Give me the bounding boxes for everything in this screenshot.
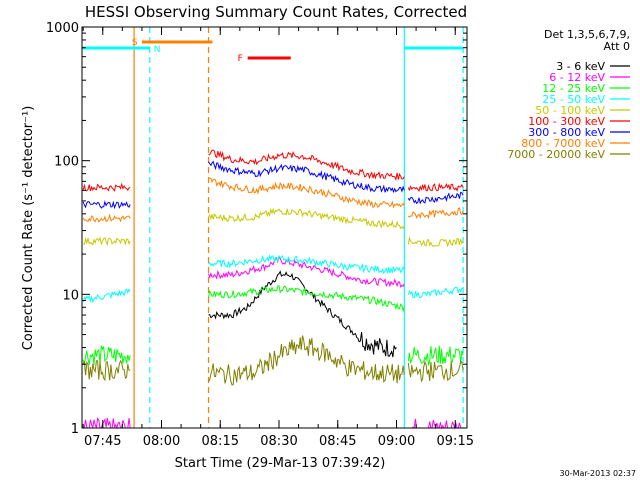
series-line-3-segment-1 — [208, 254, 405, 275]
y-tick-label-0: 1 — [71, 422, 79, 437]
series-line-7-segment-1 — [208, 177, 405, 209]
plot-frame — [81, 26, 468, 429]
series-line-4-segment-1 — [208, 207, 405, 230]
series-line-8-segment-0 — [82, 359, 131, 382]
legend-label-4: 50 - 100 keV — [535, 104, 605, 117]
x-tick-label-4: 08:45 — [319, 434, 356, 449]
marker-label-f: F — [238, 54, 243, 64]
y-tick-label-2: 100 — [54, 155, 79, 170]
x-tick-label-3: 08:30 — [260, 434, 297, 449]
legend-label-5: 100 - 300 keV — [528, 115, 605, 128]
y-axis-label: Corrected Count Rate (s⁻¹ detector⁻¹) — [21, 106, 36, 351]
y-tick-label-3: 1000 — [46, 21, 79, 36]
x-tick-label-1: 08:00 — [143, 434, 180, 449]
series-line-8-segment-2 — [407, 360, 464, 383]
series-line-5-segment-2 — [407, 182, 464, 192]
series-line-5-segment-1 — [208, 149, 405, 182]
series-line-6-segment-0 — [82, 200, 131, 210]
series-line-7-segment-2 — [407, 207, 464, 220]
series-line-2-segment-2 — [407, 345, 464, 366]
chart-title: HESSI Observing Summary Count Rates, Cor… — [85, 3, 467, 21]
axes: 1 10 100 1000 07:45 08:00 08:15 08:30 08:45 09:00… — [46, 21, 474, 449]
plot-area: S N F — [82, 27, 464, 430]
series-line-4-segment-2 — [407, 235, 464, 248]
series-line-5-segment-0 — [82, 182, 131, 193]
series-line-0-segment-0 — [208, 270, 397, 358]
legend-label-8: 7000 - 20000 keV — [507, 148, 605, 161]
x-axis-label: Start Time (29-Mar-13 07:39:42) — [175, 456, 386, 471]
series-line-7-segment-0 — [82, 213, 131, 223]
legend-label-2: 12 - 25 keV — [542, 82, 605, 95]
footer-timestamp: 30-Mar-2013 02:37 — [560, 469, 637, 478]
series-line-2-segment-0 — [82, 345, 131, 366]
x-tick-label-5: 09:00 — [378, 434, 415, 449]
legend-header-1: Att 0 — [604, 40, 630, 53]
series-line-1-segment-1 — [208, 256, 405, 289]
legend-label-3: 25 - 50 keV — [542, 93, 605, 106]
legend-header-0: Det 1,3,5,6,7,9, — [544, 28, 630, 41]
x-tick-label-0: 07:45 — [84, 434, 121, 449]
series-line-6-segment-1 — [208, 160, 405, 194]
x-tick-label-2: 08:15 — [202, 434, 239, 449]
legend-label-7: 800 - 7000 keV — [521, 137, 605, 150]
series-line-3-segment-2 — [407, 286, 464, 299]
marker-label-n: N — [154, 45, 161, 55]
series-line-4-segment-0 — [83, 236, 131, 247]
legend-label-1: 6 - 12 keV — [549, 71, 605, 84]
marker-label-s: S — [132, 38, 138, 48]
series-line-3-segment-0 — [82, 288, 131, 304]
series-line-1-segment-0 — [82, 417, 131, 430]
x-tick-label-6: 09:15 — [437, 434, 474, 449]
legend-label-6: 300 - 800 keV — [528, 126, 605, 139]
series-line-2-segment-1 — [208, 285, 405, 313]
series-line-8-segment-1 — [208, 335, 405, 386]
legend-label-0: 3 - 6 keV — [556, 60, 605, 73]
series-line-6-segment-2 — [407, 191, 464, 205]
y-tick-label-1: 10 — [62, 288, 79, 303]
